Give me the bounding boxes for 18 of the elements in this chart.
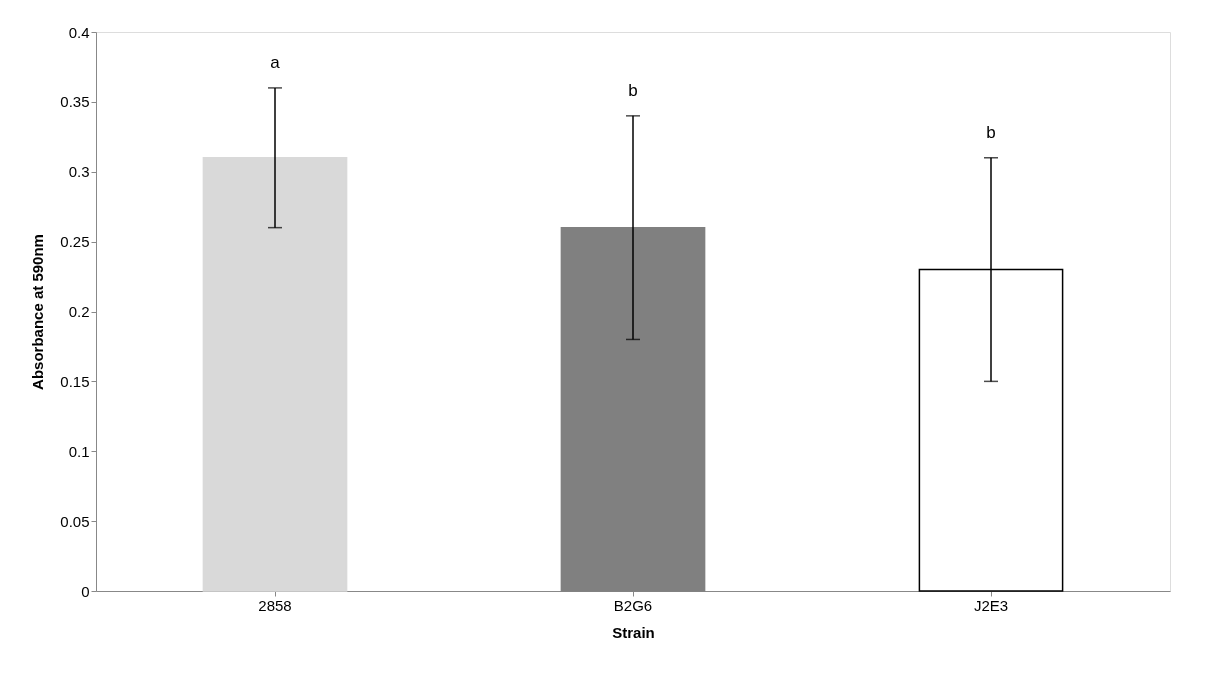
y-tick-label: 0.3 <box>68 163 90 181</box>
y-axis-title: Absorbance at 590nm <box>29 234 47 390</box>
y-tick-label: 0.2 <box>68 303 90 320</box>
annotation: b <box>628 80 638 100</box>
x-tick-label: B2G6 <box>613 596 653 614</box>
bar <box>202 157 348 592</box>
y-tick-label: 0.05 <box>60 512 90 530</box>
x-tick-label: J2E3 <box>973 596 1009 614</box>
y-tick-label: 0.35 <box>60 93 90 111</box>
x-tick-label: 2858 <box>258 596 292 614</box>
y-tick-label: 0.1 <box>68 442 90 460</box>
x-axis-title: Strain <box>612 623 655 641</box>
y-tick-label: 0.15 <box>60 372 90 390</box>
annotation: a <box>270 52 281 72</box>
y-tick-label: 0.25 <box>60 233 90 251</box>
y-tick-label: 0 <box>81 582 90 600</box>
annotation: b <box>986 122 996 142</box>
y-tick-label: 0.4 <box>68 23 90 41</box>
